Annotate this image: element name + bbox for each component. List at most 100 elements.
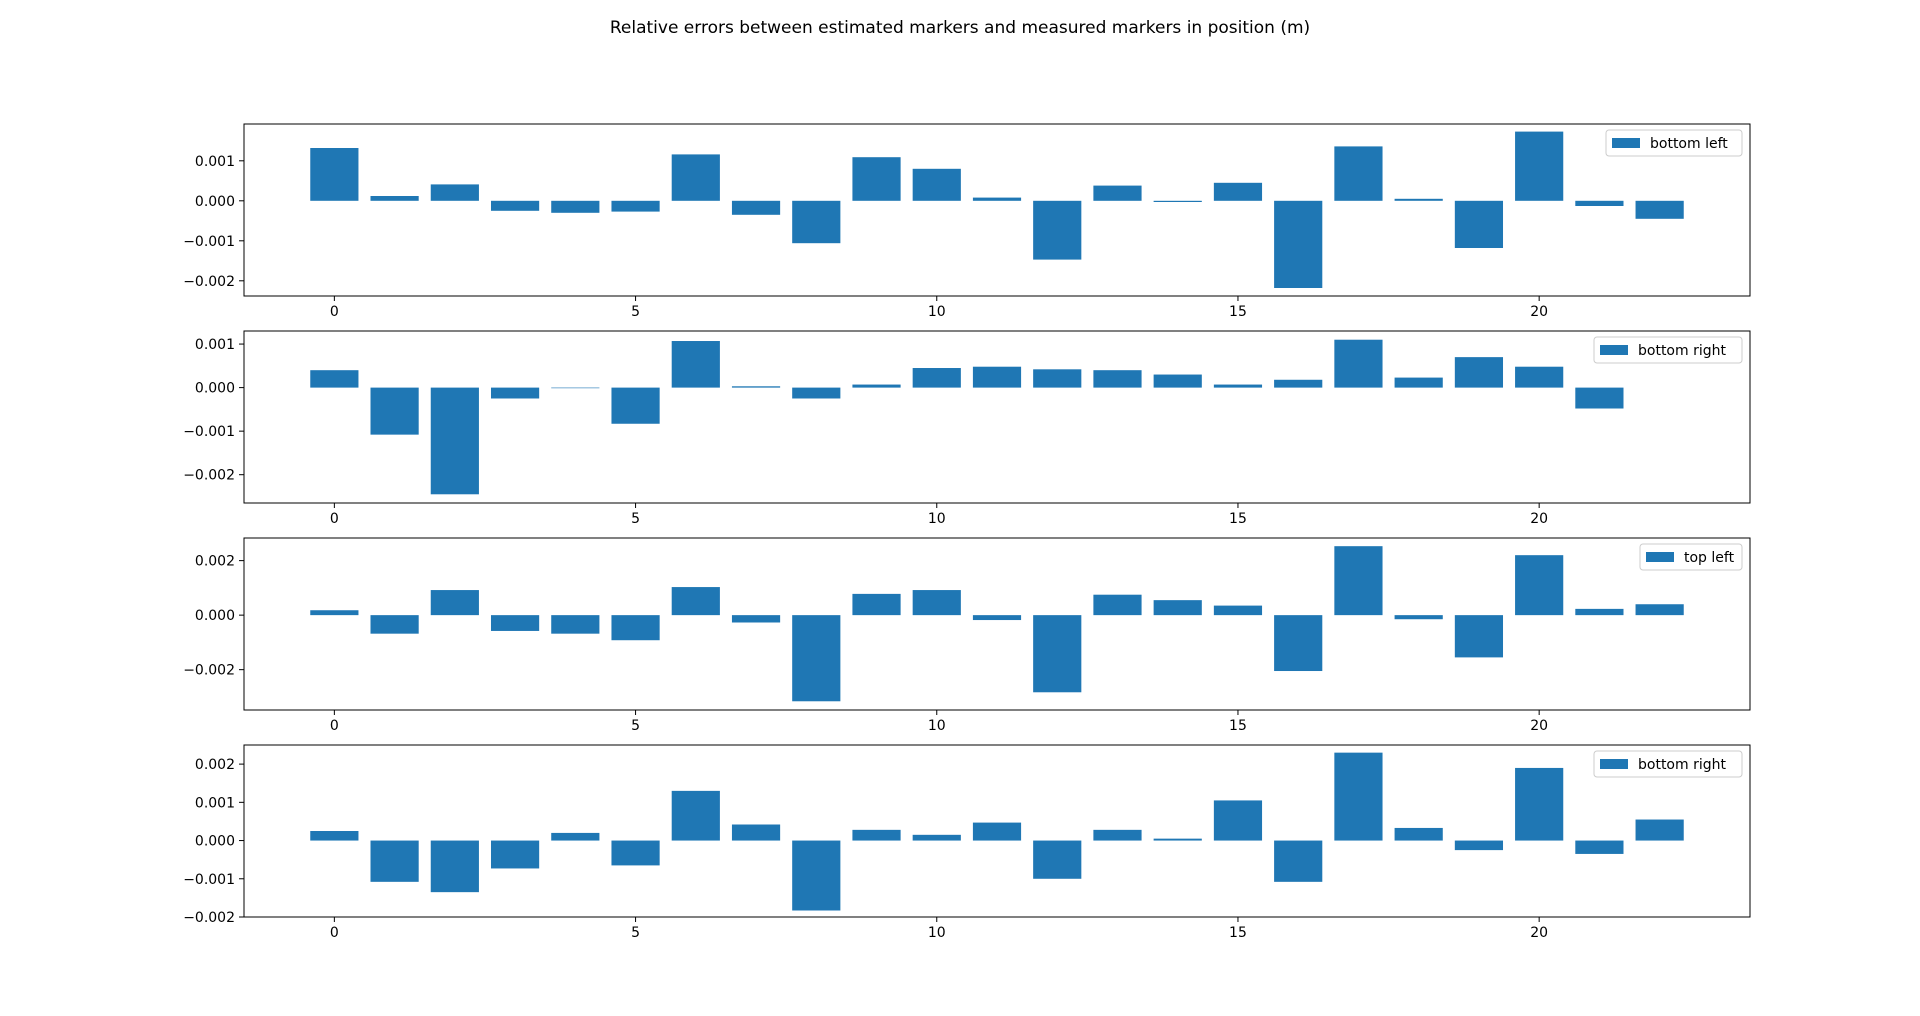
x-tick-label: 20	[1530, 718, 1548, 734]
x-tick-label: 10	[928, 304, 946, 320]
bar	[852, 384, 901, 388]
bar	[1394, 198, 1443, 201]
bar	[852, 829, 901, 841]
bar	[370, 387, 419, 435]
bar	[731, 200, 781, 215]
bar	[1334, 546, 1383, 616]
bar	[611, 840, 660, 866]
x-tick-label: 5	[631, 718, 640, 734]
bar-series	[310, 546, 1684, 702]
bar	[310, 610, 359, 616]
x-tick-label: 10	[928, 925, 946, 941]
bar	[972, 822, 1022, 841]
bar	[310, 148, 359, 201]
bar	[1093, 829, 1142, 841]
bar	[1213, 182, 1263, 201]
bar	[731, 824, 781, 841]
x-tick-label: 5	[631, 511, 640, 527]
y-tick-label: 0.000	[195, 381, 235, 397]
legend: bottom left	[1605, 129, 1743, 157]
subplot-4: 0 5 10 15 20 0.002 0.001 0.000 −0.001 −0.002 botto…	[183, 744, 1751, 941]
bar	[1213, 605, 1263, 616]
bar	[1575, 608, 1624, 616]
bar	[671, 341, 720, 388]
bar	[792, 840, 841, 911]
bar	[1635, 819, 1684, 841]
figure-title: Relative errors between estimated marker…	[610, 18, 1310, 38]
y-tick-label: −0.001	[183, 872, 235, 888]
bar	[310, 831, 359, 841]
bar	[551, 387, 600, 389]
bar	[551, 615, 600, 634]
bar	[1334, 146, 1383, 201]
x-tick-label: 15	[1229, 718, 1247, 734]
bar	[430, 590, 479, 616]
bar	[792, 615, 841, 702]
subplot-1: 0 5 10 15 20 0.001 0.000 −0.001 −0.002 bottom lef…	[183, 123, 1751, 320]
bar	[430, 387, 479, 495]
bar	[1213, 800, 1263, 841]
bar	[1334, 339, 1383, 388]
bar	[1274, 200, 1323, 288]
bar	[852, 157, 901, 201]
bar	[1575, 387, 1624, 409]
bar	[1033, 369, 1082, 388]
legend-swatch	[1646, 552, 1674, 562]
legend: bottom right	[1593, 750, 1743, 778]
bar	[972, 615, 1022, 621]
bar	[1334, 752, 1383, 841]
bar	[310, 370, 359, 388]
bar	[490, 387, 540, 399]
bar	[1394, 827, 1443, 841]
y-tick-label: 0.000	[195, 194, 235, 210]
bar	[671, 790, 720, 841]
x-tick-label: 10	[928, 511, 946, 527]
legend-label: top left	[1684, 550, 1735, 566]
legend-box	[1605, 129, 1743, 157]
subplots-container: 0 5 10 15 20 0.001 0.000 −0.001 −0.002 bottom lef…	[183, 123, 1751, 941]
bar	[1454, 200, 1504, 248]
x-tick-label: 10	[928, 718, 946, 734]
bar	[551, 832, 600, 841]
bar	[490, 840, 540, 869]
y-tick-label: −0.002	[183, 663, 235, 679]
x-tick-label: 5	[631, 304, 640, 320]
x-tick-label: 15	[1229, 511, 1247, 527]
bar	[1575, 840, 1624, 854]
bar	[1153, 200, 1202, 202]
y-tick-label: 0.001	[195, 154, 235, 170]
x-tick-label: 15	[1229, 304, 1247, 320]
legend-label: bottom right	[1638, 343, 1726, 359]
bar	[671, 154, 720, 201]
bar	[1454, 840, 1504, 851]
y-tick-label: 0.001	[195, 337, 235, 353]
bar	[1153, 600, 1202, 616]
bar	[792, 387, 841, 399]
bar	[430, 840, 479, 893]
bar	[370, 615, 419, 634]
bar	[1274, 840, 1323, 882]
bar	[551, 200, 600, 213]
bar	[430, 184, 479, 201]
bar	[490, 200, 540, 211]
subplot-3: 0 5 10 15 20 0.002 0.000 −0.002 top left	[183, 537, 1751, 734]
bar	[370, 196, 419, 201]
bar	[1274, 379, 1323, 388]
bar	[1033, 840, 1082, 879]
y-tick-label: −0.002	[183, 274, 235, 290]
bar	[731, 615, 781, 623]
y-tick-label: 0.002	[195, 757, 235, 773]
bar	[1394, 377, 1443, 388]
legend-label: bottom right	[1638, 757, 1726, 773]
bar	[1274, 615, 1323, 672]
subplot-2: 0 5 10 15 20 0.001 0.000 −0.001 −0.002 bottom rig…	[183, 330, 1751, 527]
x-tick-label: 20	[1530, 304, 1548, 320]
legend-swatch	[1600, 345, 1628, 355]
bar-series	[310, 131, 1684, 288]
bar	[1515, 366, 1564, 388]
x-tick-label: 20	[1530, 511, 1548, 527]
legend: top left	[1639, 543, 1743, 571]
bar	[490, 615, 540, 631]
axes-frame	[243, 744, 1751, 918]
